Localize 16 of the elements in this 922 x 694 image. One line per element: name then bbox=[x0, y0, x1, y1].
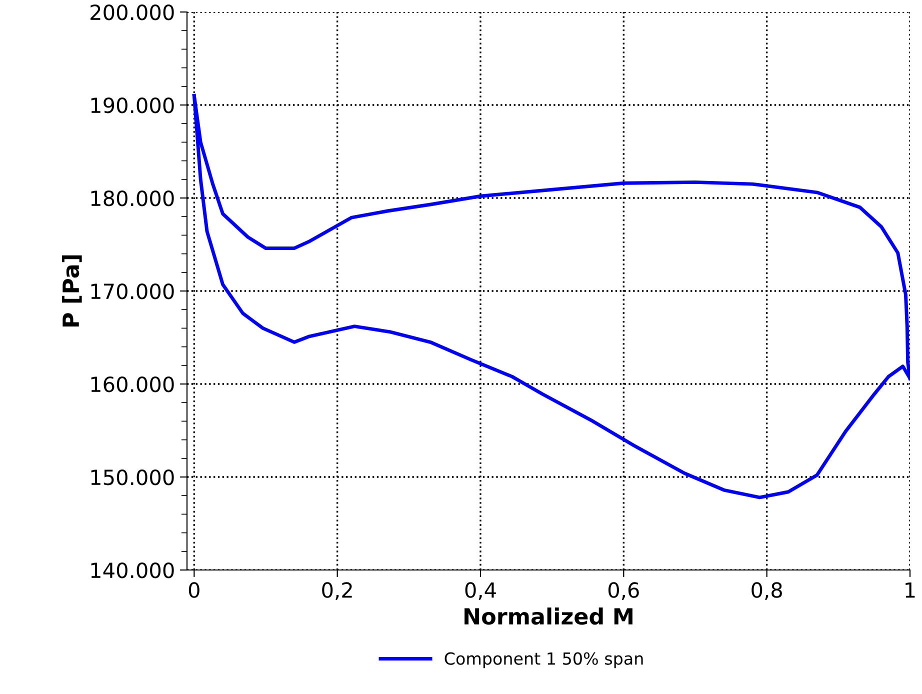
y-tick-label: 140.000 bbox=[91, 562, 174, 578]
x-tick-label: 0,8 bbox=[752, 582, 782, 600]
y-axis-title: P [Pa] bbox=[62, 255, 82, 326]
x-tick-label: 1 bbox=[906, 582, 915, 598]
y-tick-label: 170.000 bbox=[91, 283, 174, 300]
x-tick-label: 0,2 bbox=[322, 582, 352, 600]
x-axis-title: Normalized M bbox=[464, 608, 632, 625]
y-tick-label: 180.000 bbox=[91, 190, 174, 206]
y-tick-label: 150.000 bbox=[91, 469, 174, 486]
x-tick-label: 0,6 bbox=[608, 582, 639, 600]
legend-label: Component 1 50% span bbox=[444, 652, 643, 668]
y-tick-label: 160.000 bbox=[91, 376, 174, 392]
x-tick-label: 0,4 bbox=[465, 582, 496, 600]
y-tick-label: 200.000 bbox=[90, 4, 174, 20]
y-tick-label: 190.000 bbox=[91, 97, 174, 114]
x-tick-label: 0 bbox=[188, 582, 200, 598]
